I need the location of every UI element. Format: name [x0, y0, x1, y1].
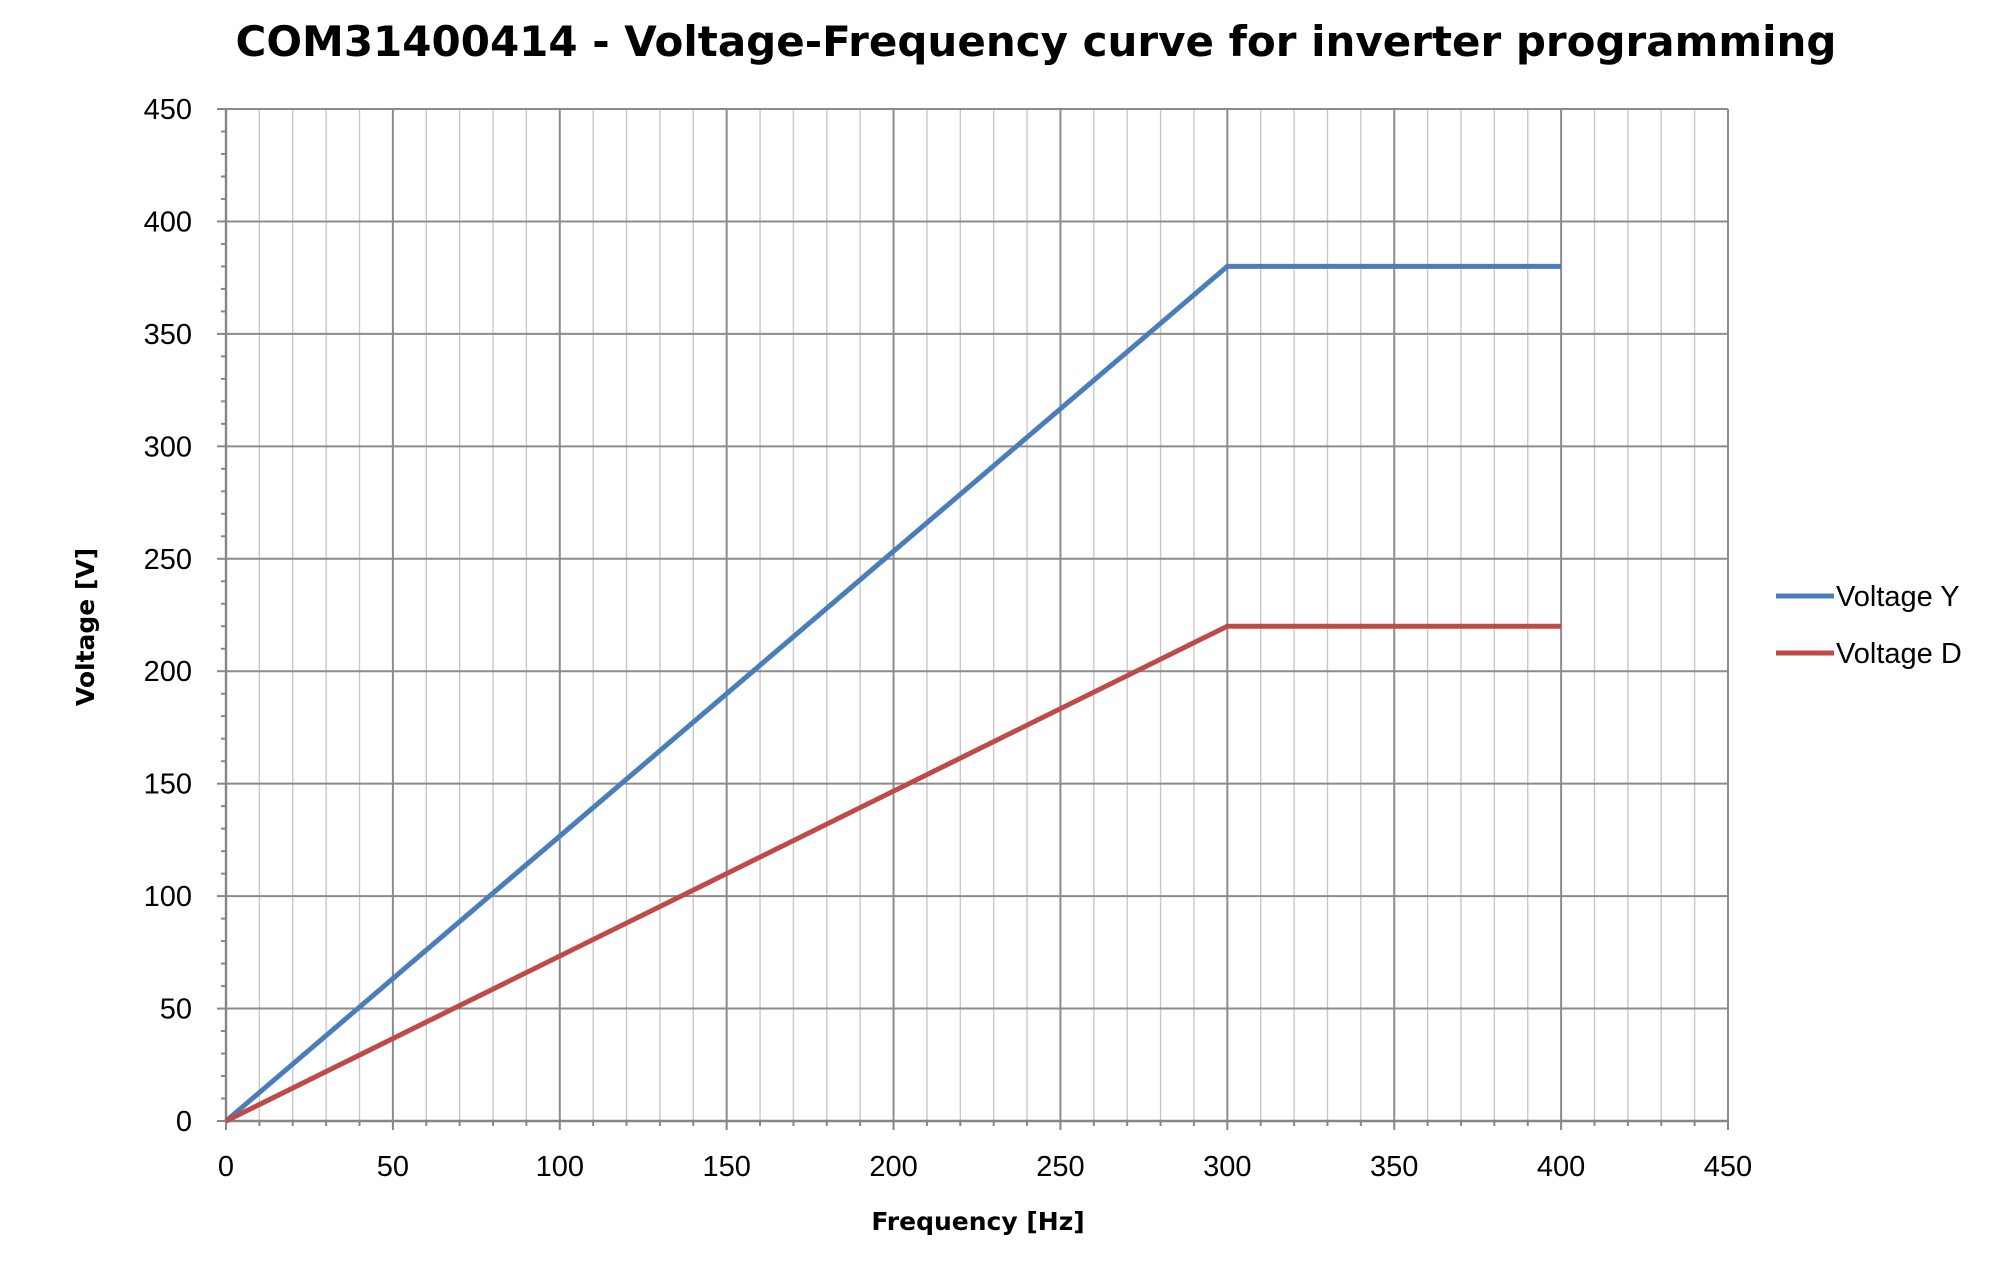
x-tick-label: 0	[218, 1151, 234, 1183]
x-tick-label: 200	[869, 1151, 917, 1183]
y-axis-title: Voltage [V]	[71, 548, 100, 706]
y-tick-label: 250	[144, 544, 192, 576]
tick-labels: 0 50 100 150 200 250 300 350 400 450 0 50 100 150 200 2…	[144, 94, 1753, 1183]
legend: Voltage Y Voltage D	[1776, 581, 1962, 670]
y-tick-label: 100	[144, 881, 192, 913]
x-tick-label: 350	[1370, 1151, 1418, 1183]
y-tick-label: 350	[144, 319, 192, 351]
x-tick-label: 150	[702, 1151, 750, 1183]
series-layer	[224, 263, 1562, 1124]
y-tick-label: 0	[176, 1106, 192, 1138]
series-line-voltage-y	[224, 263, 1562, 1123]
y-tick-label: 150	[144, 769, 192, 801]
y-tick-label: 400	[144, 206, 192, 238]
legend-label-voltage-d: Voltage D	[1836, 638, 1962, 670]
x-axis-title: Frequency [Hz]	[871, 1207, 1084, 1236]
y-tick-label: 450	[144, 94, 192, 126]
x-tick-label: 250	[1036, 1151, 1084, 1183]
y-tick-label: 300	[144, 431, 192, 463]
y-tick-label: 50	[160, 994, 192, 1026]
series-line-voltage-d	[224, 623, 1562, 1124]
x-tick-label: 100	[536, 1151, 584, 1183]
x-tick-label: 50	[377, 1151, 409, 1183]
x-tick-label: 300	[1203, 1151, 1251, 1183]
x-tick-label: 450	[1704, 1151, 1752, 1183]
x-tick-label: 400	[1537, 1151, 1585, 1183]
grid	[226, 108, 1729, 1121]
legend-label-voltage-y: Voltage Y	[1836, 581, 1960, 613]
chart-title: COM31400414 - Voltage-Frequency curve fo…	[236, 17, 1837, 66]
axes	[217, 108, 1729, 1130]
y-tick-label: 200	[144, 656, 192, 688]
